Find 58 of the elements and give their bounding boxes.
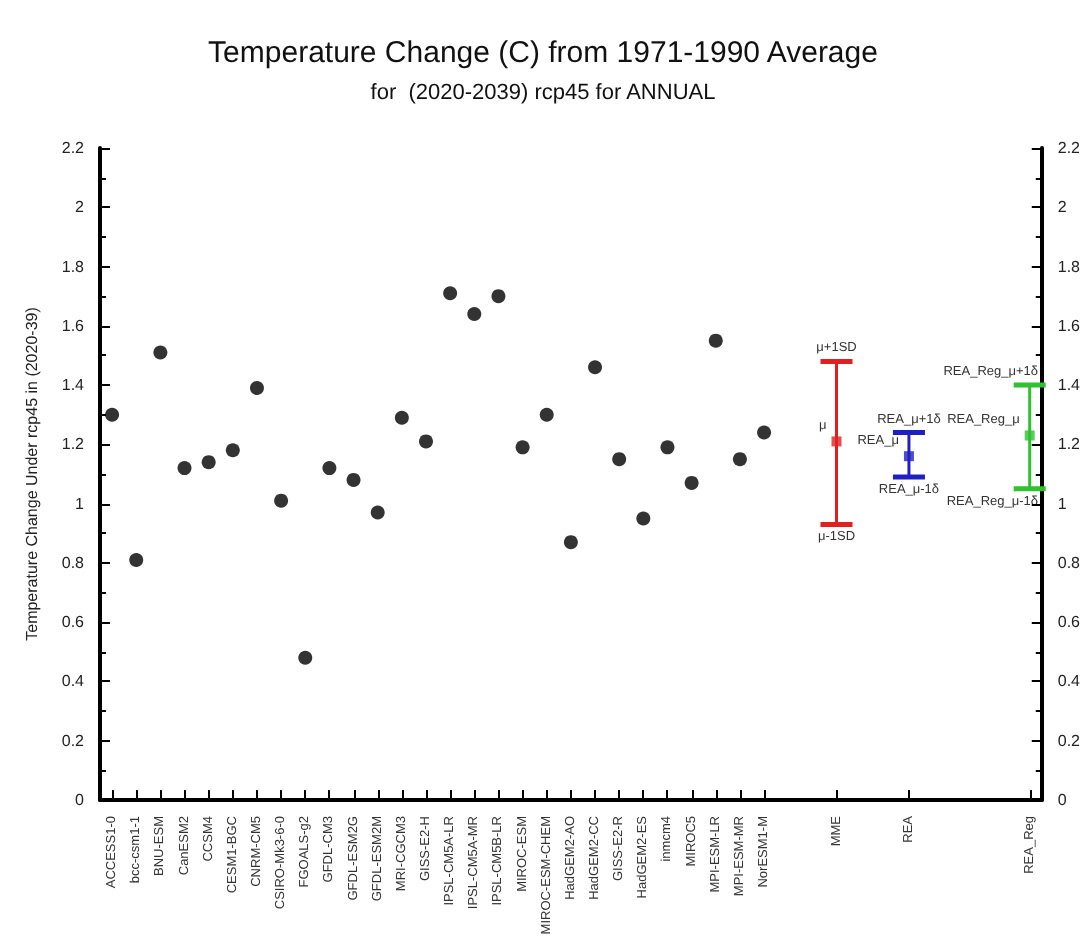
point xyxy=(298,650,313,665)
y-tick-label: 0 xyxy=(75,791,86,809)
y2-tick-label: 0.8 xyxy=(1057,553,1082,572)
y-tick-label: 2.2 xyxy=(61,139,86,157)
y-tick-label: 2 xyxy=(75,198,86,217)
point xyxy=(612,452,627,467)
point xyxy=(903,451,914,462)
chart-title: Temperature Change (C) from 1971-1990 Average xyxy=(208,36,878,70)
point xyxy=(491,289,506,304)
y2-tick-label: 1.6 xyxy=(1057,316,1082,335)
point xyxy=(563,535,578,550)
point xyxy=(539,407,554,422)
y-tick-label: 1.8 xyxy=(61,257,86,276)
point xyxy=(636,511,651,526)
point xyxy=(153,345,168,360)
y-tick-label: 1.4 xyxy=(61,376,86,395)
y2-tick-label: 0 xyxy=(1057,791,1068,809)
point xyxy=(757,425,772,440)
point xyxy=(831,436,842,447)
point xyxy=(249,381,264,396)
point xyxy=(660,440,675,455)
point xyxy=(732,452,747,467)
y-tick-label: 0.2 xyxy=(61,731,86,750)
point xyxy=(684,475,699,490)
point xyxy=(370,505,385,520)
point xyxy=(588,360,603,375)
point xyxy=(322,461,337,476)
point xyxy=(515,440,530,455)
point xyxy=(201,455,216,470)
y2-tick-label: 1 xyxy=(1057,494,1068,513)
point xyxy=(177,461,192,476)
y2-tick-label: 1.8 xyxy=(1057,257,1082,276)
point xyxy=(419,434,433,449)
y2-tick-label: 1.4 xyxy=(1057,376,1082,395)
y-tick-label: 1.2 xyxy=(61,435,86,454)
y-tick-label: 1 xyxy=(75,494,86,513)
point xyxy=(105,407,120,422)
y2-tick-label: 2.2 xyxy=(1057,139,1082,157)
y2-tick-label: 0.6 xyxy=(1057,613,1082,632)
point xyxy=(274,493,289,508)
y2-tick-label: 0.2 xyxy=(1057,731,1082,750)
y-tick-label: 0.8 xyxy=(61,553,86,572)
point xyxy=(708,333,723,348)
y2-tick-label: 0.4 xyxy=(1057,672,1082,691)
chart-subtitle: for (2020-2039) rcp45 for ANNUAL xyxy=(370,81,716,105)
y-axis-title: Temperature Change Under rcp45 in (2020-39) xyxy=(22,306,41,641)
point xyxy=(467,306,482,321)
point xyxy=(346,472,361,487)
point xyxy=(394,410,409,425)
y-tick-label: 0.6 xyxy=(61,613,86,632)
y-tick-label: 0.4 xyxy=(61,672,86,691)
y-tick-label: 1.6 xyxy=(61,316,86,335)
point xyxy=(443,286,458,301)
point xyxy=(225,443,240,458)
y2-tick-label: 2 xyxy=(1057,198,1068,217)
point xyxy=(129,552,144,567)
point xyxy=(1024,430,1035,441)
y2-tick-label: 1.2 xyxy=(1057,435,1082,454)
